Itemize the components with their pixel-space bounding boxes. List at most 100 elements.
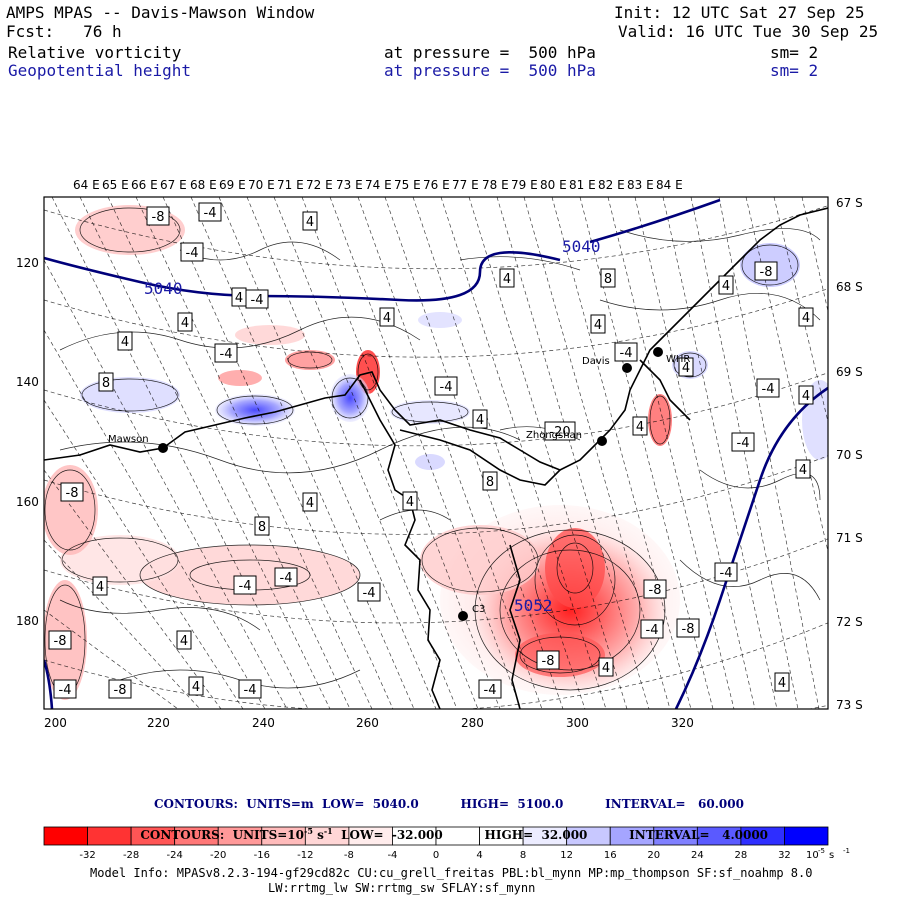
label-box <box>678 357 694 377</box>
vort-contour-label: -4 <box>198 202 222 222</box>
label-box <box>544 421 576 441</box>
vort-contour-label: 4 <box>798 307 814 327</box>
height-contour-info: CONTOURS: UNITS=m LOW= 5040.0 HIGH= 5100… <box>154 797 744 811</box>
vort-contour-label: -8 <box>60 482 84 502</box>
vort-label-text: 4 <box>235 291 243 306</box>
vort-label-text: 4 <box>96 580 104 595</box>
vort-contour-label: -4 <box>274 567 298 587</box>
vort-label-text: 8 <box>102 376 110 391</box>
height-contour-label: 5040 <box>562 237 601 256</box>
top-lon-label: 66 E <box>131 178 158 192</box>
label-box <box>676 618 700 638</box>
vort-label-text: 4 <box>306 215 314 230</box>
vort-contour-label: -4 <box>478 679 502 699</box>
model-info-line2: LW:rrtmg_lw SW:rrtmg_sw SFLAY:sf_mynn <box>268 881 536 895</box>
vort-label-text: 4 <box>383 311 391 326</box>
label-box <box>245 289 269 309</box>
label-box <box>60 482 84 502</box>
top-lon-label: 75 E <box>394 178 421 192</box>
label-box <box>632 416 648 436</box>
label-box <box>214 343 238 363</box>
vort-contour-label: 8 <box>482 471 498 491</box>
top-lon-label: 81 E <box>569 178 596 192</box>
vort-contour-label: 4 <box>590 314 606 334</box>
vorticity-contour-range: LOW= -32.000 HIGH= 32.000 INTERVAL= 4.00… <box>332 828 769 842</box>
vort-label-text: 4 <box>476 413 484 428</box>
label-box <box>254 516 270 536</box>
vort-label-text: -4 <box>720 566 733 581</box>
label-box <box>795 459 811 479</box>
vort-contour-label: 8 <box>600 268 616 288</box>
vorticity-labels: -8 -4 4 -4 4 4 4 -4 4 -4 4 8 4 4 4 -4 4 -4 4 8 -4 4 4 -4 4 8 4 4 8 -4… <box>48 202 814 699</box>
height-labels: 5040 5040 5052 <box>144 237 601 615</box>
latitude-lines <box>44 205 828 709</box>
station-label: Zhongshan <box>526 430 582 441</box>
colorbar-tick: -20 <box>210 850 226 861</box>
label-box <box>718 275 734 295</box>
top-lon-label: 80 E <box>540 178 567 192</box>
colorbar-tick: -16 <box>254 850 270 861</box>
vort-label-text: -4 <box>737 436 750 451</box>
vort-label-text: -8 <box>152 210 165 225</box>
label-box <box>117 331 133 351</box>
field2-level: at pressure = 500 hPa <box>384 61 596 80</box>
vort-label-text: -4 <box>484 683 497 698</box>
top-lon-label: 74 E <box>365 178 392 192</box>
colorbar-swatch <box>784 826 829 846</box>
colorbar-tick: -4 <box>387 850 397 861</box>
height-contour-label: 5040 <box>144 279 183 298</box>
colorbar-tick: 12 <box>560 850 573 861</box>
top-lon-label: 64 E <box>73 178 100 192</box>
vort-label-text: 4 <box>636 420 644 435</box>
label-box <box>731 432 755 452</box>
bottom-x-label: 240 <box>252 716 275 730</box>
station-label: WHR <box>666 354 690 365</box>
vort-contour-label: 4 <box>379 307 395 327</box>
label-box <box>614 342 638 362</box>
colorbar-swatch <box>87 826 132 846</box>
bottom-x-label: 300 <box>566 716 589 730</box>
vort-contour-label: -4 <box>714 562 738 582</box>
vort-contour-label: 4 <box>302 492 318 512</box>
label-box <box>108 679 132 699</box>
vort-label-text: 8 <box>258 520 266 535</box>
colorbar-tick: 32 <box>778 850 791 861</box>
map-area <box>44 197 828 709</box>
bottom-x-label: 320 <box>671 716 694 730</box>
label-box <box>176 630 192 650</box>
right-lat-label: 71 S <box>836 531 863 545</box>
colorbar-tick: 0 <box>433 850 439 861</box>
vort-label-text: 8 <box>486 475 494 490</box>
top-lon-label: 70 E <box>248 178 275 192</box>
vort-contour-label: 4 <box>718 275 734 295</box>
label-box <box>798 385 814 405</box>
top-lon-label: 67 E <box>160 178 187 192</box>
vort-label-text: -4 <box>204 206 217 221</box>
colorbar-tick: -28 <box>123 850 139 861</box>
station-label: C3 <box>472 604 485 615</box>
field1-smoothing: sm= 2 <box>770 43 819 62</box>
vort-contour-label: 4 <box>774 672 790 692</box>
colorbar-tick: -8 <box>344 850 354 861</box>
vort-contour-label: -4 <box>357 582 381 602</box>
right-lat-label: 69 S <box>836 365 863 379</box>
init-time: Init: 12 UTC Sat 27 Sep 25 <box>614 3 865 22</box>
vort-contour-label: -4 <box>640 619 664 639</box>
model-info-line1: Model Info: MPASv8.2.3-194-gf29cd82c CU:… <box>90 866 813 880</box>
vort-contour-label: -4 <box>53 679 77 699</box>
bottom-x-label: 280 <box>461 716 484 730</box>
right-lat-label: 70 S <box>836 448 863 462</box>
vort-label-text: 4 <box>602 661 610 676</box>
colorbar-tick: 24 <box>691 850 704 861</box>
colorbar-units: 10 <box>806 850 819 861</box>
label-box <box>774 672 790 692</box>
vorticity-shading <box>44 205 828 700</box>
label-box <box>478 679 502 699</box>
vort-contour-label: -4 <box>434 376 458 396</box>
vort-contour-label: 4 <box>176 630 192 650</box>
vort-contour-label: -8 <box>536 650 560 670</box>
vort-contour-label: 4 <box>188 676 204 696</box>
vort-label-text: -4 <box>762 382 775 397</box>
label-box <box>198 202 222 222</box>
